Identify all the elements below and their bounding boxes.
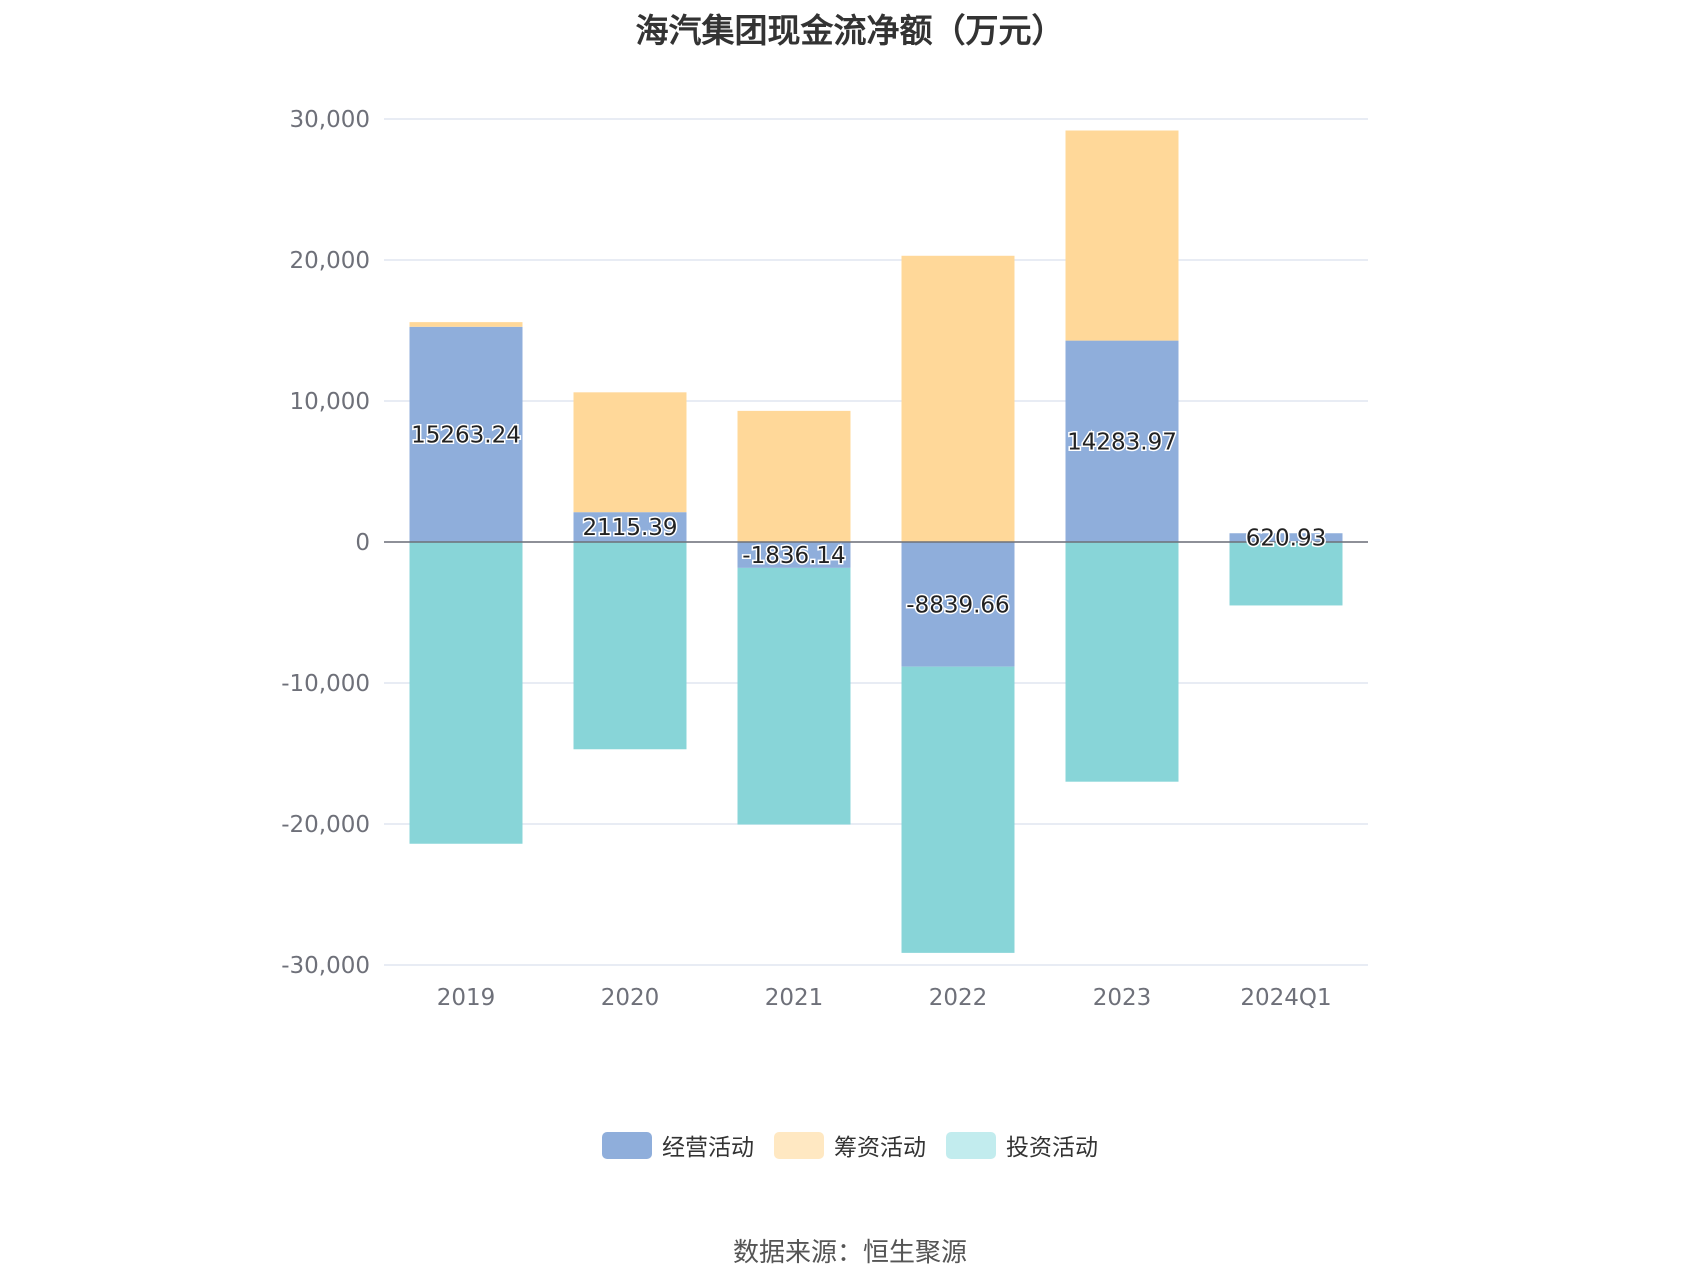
x-tick-label: 2022 xyxy=(929,985,988,1011)
x-tick-label: 2019 xyxy=(437,985,496,1011)
y-tick-label: 0 xyxy=(355,530,370,556)
bar-投资活动-2022[interactable] xyxy=(901,666,1015,953)
legend-item-investing[interactable]: 投资活动 xyxy=(946,1128,1098,1162)
legend-item-operating[interactable]: 经营活动 xyxy=(602,1128,754,1162)
x-tick-label: 2020 xyxy=(601,985,660,1011)
y-tick-label: -30,000 xyxy=(281,953,370,979)
data-label: 15263.24 xyxy=(411,422,521,448)
x-tick-label: 2024Q1 xyxy=(1240,985,1331,1011)
bar-投资活动-2023[interactable] xyxy=(1065,542,1179,782)
legend-item-financing[interactable]: 筹资活动 xyxy=(774,1128,926,1162)
bar-经营活动-2019[interactable] xyxy=(409,326,523,542)
y-tick-label: 30,000 xyxy=(290,107,370,133)
bar-经营活动-2022[interactable] xyxy=(901,542,1015,667)
chart-title: 海汽集团现金流净额（万元） xyxy=(635,11,1065,50)
data-label: -1836.14 xyxy=(742,543,845,569)
data-labels: 15263.24 2115.39 -1836.14 -8839.66 14283.97 6… xyxy=(410,421,1328,620)
data-label: -8839.66 xyxy=(906,592,1009,618)
data-label: 2115.39 xyxy=(582,515,677,541)
bar-经营活动-2024Q1[interactable] xyxy=(1229,533,1343,542)
bar-投资活动-2019[interactable] xyxy=(409,542,523,844)
legend-swatch-investing xyxy=(946,1131,996,1159)
bar-投资活动-2021[interactable] xyxy=(737,567,851,825)
y-tick-label: -10,000 xyxy=(281,671,370,697)
legend-label-operating: 经营活动 xyxy=(662,1135,754,1161)
bar-series xyxy=(409,130,1343,953)
bar-经营活动-2020[interactable] xyxy=(573,512,687,542)
data-label: 620.93 xyxy=(1246,526,1326,552)
bar-投资活动-2020[interactable] xyxy=(573,542,687,750)
bar-筹资活动-2022[interactable] xyxy=(901,255,1015,542)
y-tick-label: 20,000 xyxy=(290,248,370,274)
bar-经营活动-2021[interactable] xyxy=(737,542,851,568)
legend: 经营活动 筹资活动 投资活动 xyxy=(0,1128,1700,1162)
legend-swatch-operating xyxy=(602,1131,652,1159)
x-tick-label: 2023 xyxy=(1093,985,1152,1011)
bar-筹资活动-2019[interactable] xyxy=(409,322,523,327)
data-label: 14283.97 xyxy=(1067,429,1177,455)
bar-筹资活动-2020[interactable] xyxy=(573,392,687,513)
x-tick-label: 2021 xyxy=(765,985,824,1011)
legend-label-financing: 筹资活动 xyxy=(834,1135,926,1161)
legend-swatch-financing xyxy=(774,1131,824,1159)
y-tick-label: 10,000 xyxy=(290,389,370,415)
data-source-note: 数据来源：恒生聚源 xyxy=(732,1238,967,1268)
bar-经营活动-2023[interactable] xyxy=(1065,340,1179,542)
bar-筹资活动-2023[interactable] xyxy=(1065,130,1179,341)
bar-筹资活动-2021[interactable] xyxy=(737,410,851,542)
bar-投资活动-2024Q1[interactable] xyxy=(1229,542,1343,606)
axes: 30,000 20,000 10,000 0 -10,000 -20,000 -30,000… xyxy=(281,107,1368,1011)
y-tick-label: -20,000 xyxy=(281,812,370,838)
legend-label-investing: 投资活动 xyxy=(1006,1135,1098,1161)
